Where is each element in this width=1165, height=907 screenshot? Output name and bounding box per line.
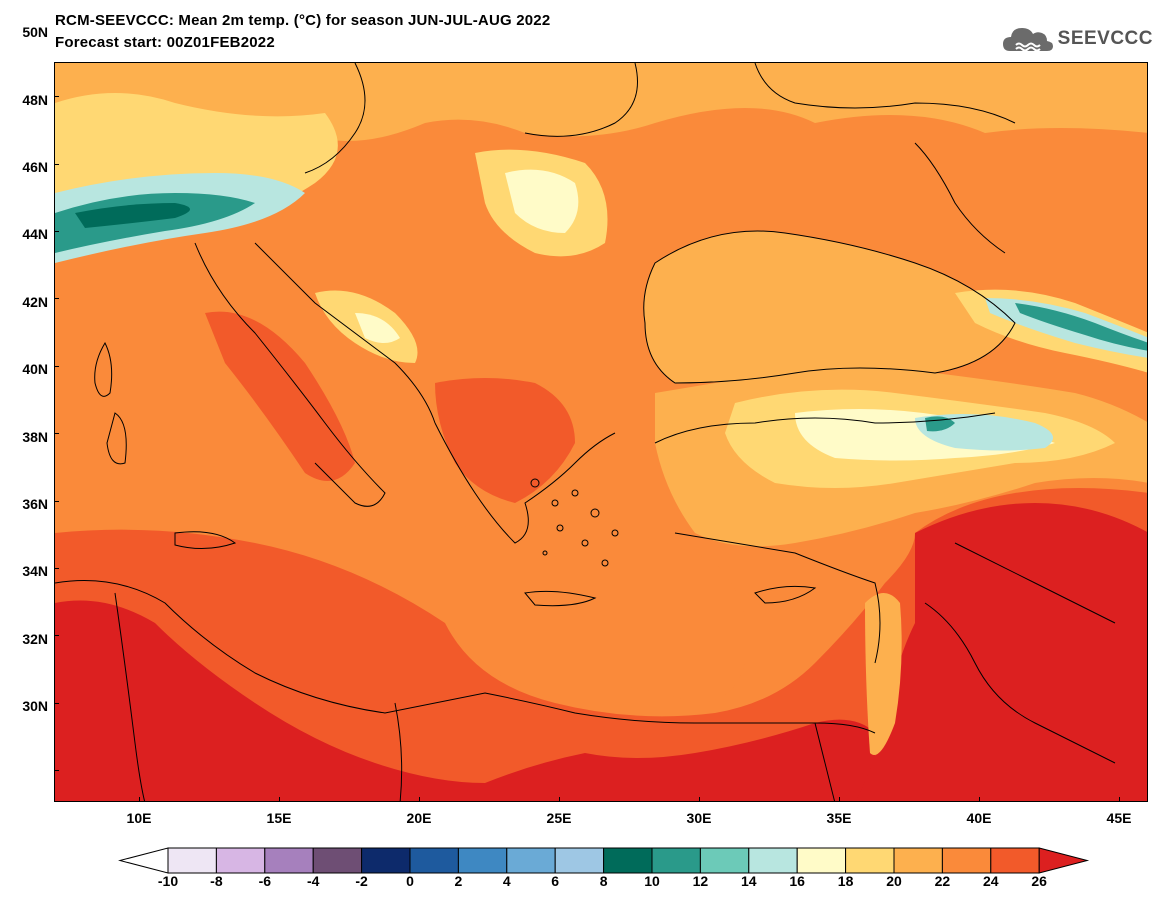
lat-tick <box>54 298 59 299</box>
colorbar-tick-label: 20 <box>886 873 902 889</box>
colorbar-swatch <box>554 847 605 874</box>
colorbar-swatch <box>312 847 363 874</box>
colorbar-swatch <box>748 847 798 874</box>
colorbar-arrow-low <box>118 847 169 874</box>
colorbar-swatch <box>167 847 217 874</box>
colorbar-swatch <box>506 847 556 874</box>
colorbar-tick-label: 0 <box>406 873 414 889</box>
colorbar-tick-label: 10 <box>644 873 660 889</box>
colorbar-tick-label: -6 <box>258 873 272 889</box>
lat-tick <box>54 433 59 434</box>
lon-label-40e: 40E <box>966 810 992 826</box>
colorbar-swatch <box>409 847 459 874</box>
lon-label-45e: 45E <box>1106 810 1132 826</box>
colorbar-tick-label: -8 <box>210 873 223 889</box>
lat-label-38n: 38N <box>22 429 48 445</box>
colorbar-swatch <box>893 847 943 874</box>
colorbar-tick-label: 26 <box>1031 873 1047 889</box>
colorbar-swatch <box>603 847 653 874</box>
lon-label-30e: 30E <box>686 810 712 826</box>
colorbar-tick-label: 18 <box>837 873 854 889</box>
lat-tick <box>54 770 59 771</box>
lon-tick <box>1119 797 1120 802</box>
colorbar-tick-label: 2 <box>454 873 463 889</box>
lon-label-35e: 35E <box>826 810 852 826</box>
lon-tick <box>979 797 980 802</box>
colorbar-swatch <box>361 847 411 874</box>
seevccc-logo: SEEVCCC <box>1002 22 1153 56</box>
lon-tick <box>839 797 840 802</box>
lat-tick <box>54 703 59 704</box>
lat-label-32n: 32N <box>22 631 48 647</box>
lat-label-50n: 50N <box>22 24 48 40</box>
colorbar-arrow-high <box>1038 847 1090 874</box>
lat-label-34n: 34N <box>22 563 48 579</box>
lon-tick <box>559 797 560 802</box>
lon-tick <box>699 797 700 802</box>
colorbar-tick-label: 16 <box>789 873 805 889</box>
colorbar-tick-label: -10 <box>157 873 179 889</box>
colorbar-legend <box>118 847 1090 874</box>
temperature-map <box>54 62 1148 802</box>
cloud-icon <box>1002 28 1053 52</box>
colorbar-tick-label: 12 <box>692 873 709 889</box>
lat-tick <box>54 96 59 97</box>
lat-label-42n: 42N <box>22 294 48 310</box>
lon-label-20e: 20E <box>406 810 432 826</box>
forecast-start: Forecast start: 00Z01FEB2022 <box>55 34 275 51</box>
colorbar-tick-label: 6 <box>551 873 560 889</box>
colorbar-swatch <box>215 847 266 874</box>
lat-label-46n: 46N <box>22 159 48 175</box>
lat-tick <box>54 635 59 636</box>
logo-text: SEEVCCC <box>1057 28 1153 49</box>
lat-label-30n: 30N <box>22 698 48 714</box>
colorbar-swatch <box>651 847 701 874</box>
lat-tick <box>54 568 59 569</box>
lon-tick <box>279 797 280 802</box>
colorbar-tick-label: 4 <box>502 873 511 889</box>
colorbar-tick-label: 8 <box>599 873 608 889</box>
lon-label-25e: 25E <box>546 810 572 826</box>
colorbar-swatch <box>796 847 847 874</box>
lat-tick <box>54 164 59 165</box>
lon-label-10e: 10E <box>126 810 152 826</box>
lat-tick <box>54 366 59 367</box>
colorbar-swatch <box>941 847 992 874</box>
colorbar-swatch <box>457 847 508 874</box>
lat-label-40n: 40N <box>22 361 48 377</box>
lon-label-15e: 15E <box>266 810 292 826</box>
lat-label-36n: 36N <box>22 496 48 512</box>
lon-tick <box>139 797 140 802</box>
lon-tick <box>419 797 420 802</box>
colorbar-tick-label: -4 <box>306 873 320 889</box>
colorbar-tick-label: 14 <box>741 873 757 889</box>
lat-label-48n: 48N <box>22 92 48 108</box>
colorbar-tick-label: -2 <box>355 873 368 889</box>
lat-label-44n: 44N <box>22 226 48 242</box>
colorbar-swatch <box>264 847 314 874</box>
lat-tick <box>54 501 59 502</box>
chart-title: RCM-SEEVCCC: Mean 2m temp. (°C) for seas… <box>55 12 551 29</box>
colorbar-swatch <box>845 847 895 874</box>
colorbar-tick-label: 22 <box>934 873 951 889</box>
lat-tick <box>54 231 59 232</box>
colorbar-tick-label: 24 <box>983 873 999 889</box>
colorbar-swatch <box>990 847 1040 874</box>
colorbar-swatch <box>699 847 750 874</box>
